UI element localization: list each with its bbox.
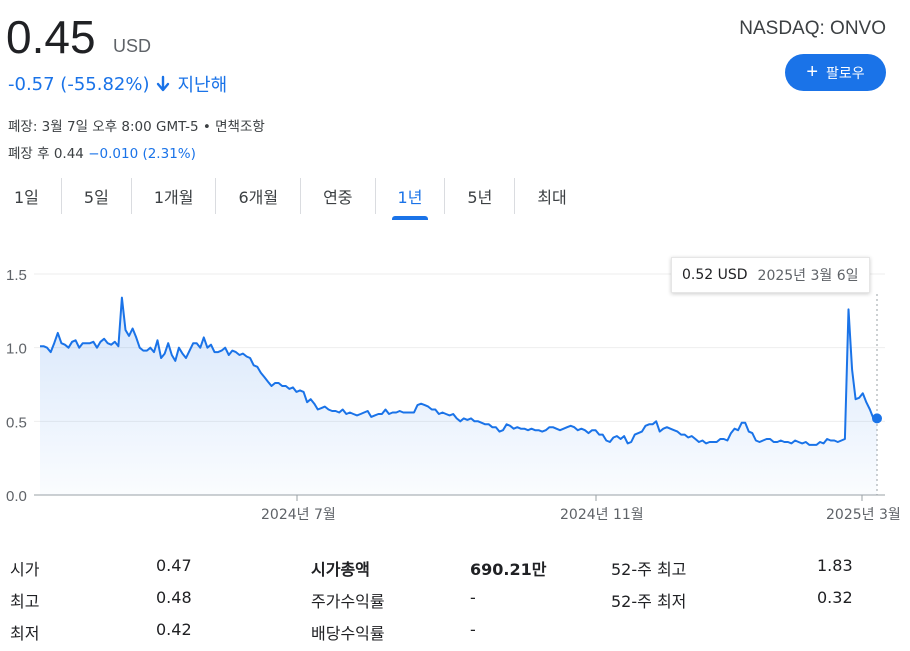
x-tick-label: 2025년 3월 (826, 507, 901, 523)
stat-52wh-label: 52-주 최고 (611, 560, 687, 579)
after-hours: 폐장 후 0.44 −0.010 (2.31%) (8, 142, 196, 162)
tab-1m[interactable]: 1개월 (132, 178, 217, 214)
stat-pe-value: - (470, 588, 476, 607)
tab-6m[interactable]: 6개월 (216, 178, 302, 214)
price-line (40, 296, 878, 446)
tab-max[interactable]: 최대 (537, 188, 567, 207)
stat-div-label: 배당수익률 (311, 624, 385, 643)
tab-1d[interactable]: 1일 (0, 178, 62, 214)
tab-ytd[interactable]: 연중 (301, 178, 376, 214)
hover-point (872, 413, 882, 424)
change-period: 지난해 (177, 75, 228, 96)
change-value: -0.57 (-55.82%) (8, 73, 150, 95)
tooltip-date: 2025년 3월 6일 (757, 268, 859, 284)
x-tick-label: 2024년 7월 (261, 507, 336, 523)
range-tabs: 1일 5일 1개월 6개월 연중 1년 5년 최대 (0, 178, 589, 220)
price-change: -0.57 (-55.82%) 지난해 (8, 71, 227, 97)
stat-open-value: 0.47 (156, 556, 192, 575)
tooltip-price: 0.52 USD (682, 267, 748, 283)
after-hours-label: 폐장 후 0.44 (8, 146, 84, 162)
tab-5d[interactable]: 5일 (62, 178, 132, 214)
stat-mktcap-value: 690.21만 (470, 560, 547, 579)
y-tick-label: 1.0 (6, 341, 27, 358)
tab-1y[interactable]: 1년 (376, 178, 446, 220)
stat-52wl-label: 52-주 최저 (611, 592, 687, 611)
stat-high-value: 0.48 (156, 588, 192, 607)
x-tick-label: 2024년 11월 (560, 507, 644, 523)
y-tick-label: 0.5 (6, 414, 27, 431)
follow-label: 팔로우 (826, 64, 865, 81)
y-tick-label: 0.0 (6, 488, 27, 505)
chart-tooltip: 0.52 USD 2025년 3월 6일 (671, 257, 870, 293)
close-info: 폐장: 3월 7일 오후 8:00 GMT-5 • 면책조항 (8, 119, 265, 135)
stat-div-value: - (470, 620, 476, 639)
stat-open-label: 시가 (10, 560, 40, 579)
stat-52wh-value: 1.83 (817, 556, 853, 575)
exchange-ticker: NASDAQ: ONVO (739, 18, 886, 39)
stat-low-value: 0.42 (156, 620, 192, 639)
plus-icon: + (806, 60, 819, 83)
currency-label: USD (113, 36, 152, 56)
stat-high-label: 최고 (10, 592, 40, 611)
follow-button[interactable]: + 팔로우 (785, 54, 886, 91)
after-hours-change: −0.010 (2.31%) (88, 146, 196, 162)
price-chart[interactable]: 1.5 1.0 0.5 0.0 2024년 7월 2024년 11월 2025년 3월 (0, 250, 910, 530)
stat-pe-label: 주가수익률 (311, 592, 385, 611)
tab-5y[interactable]: 5년 (445, 178, 516, 214)
stat-mktcap-label: 시가총액 (311, 560, 370, 579)
stat-52wl-value: 0.32 (817, 588, 853, 607)
arrow-down-icon (157, 75, 170, 92)
stock-price: 0.45 (6, 11, 96, 63)
y-tick-label: 1.5 (6, 267, 27, 284)
price-area (40, 297, 877, 495)
stat-low-label: 최저 (10, 624, 40, 643)
